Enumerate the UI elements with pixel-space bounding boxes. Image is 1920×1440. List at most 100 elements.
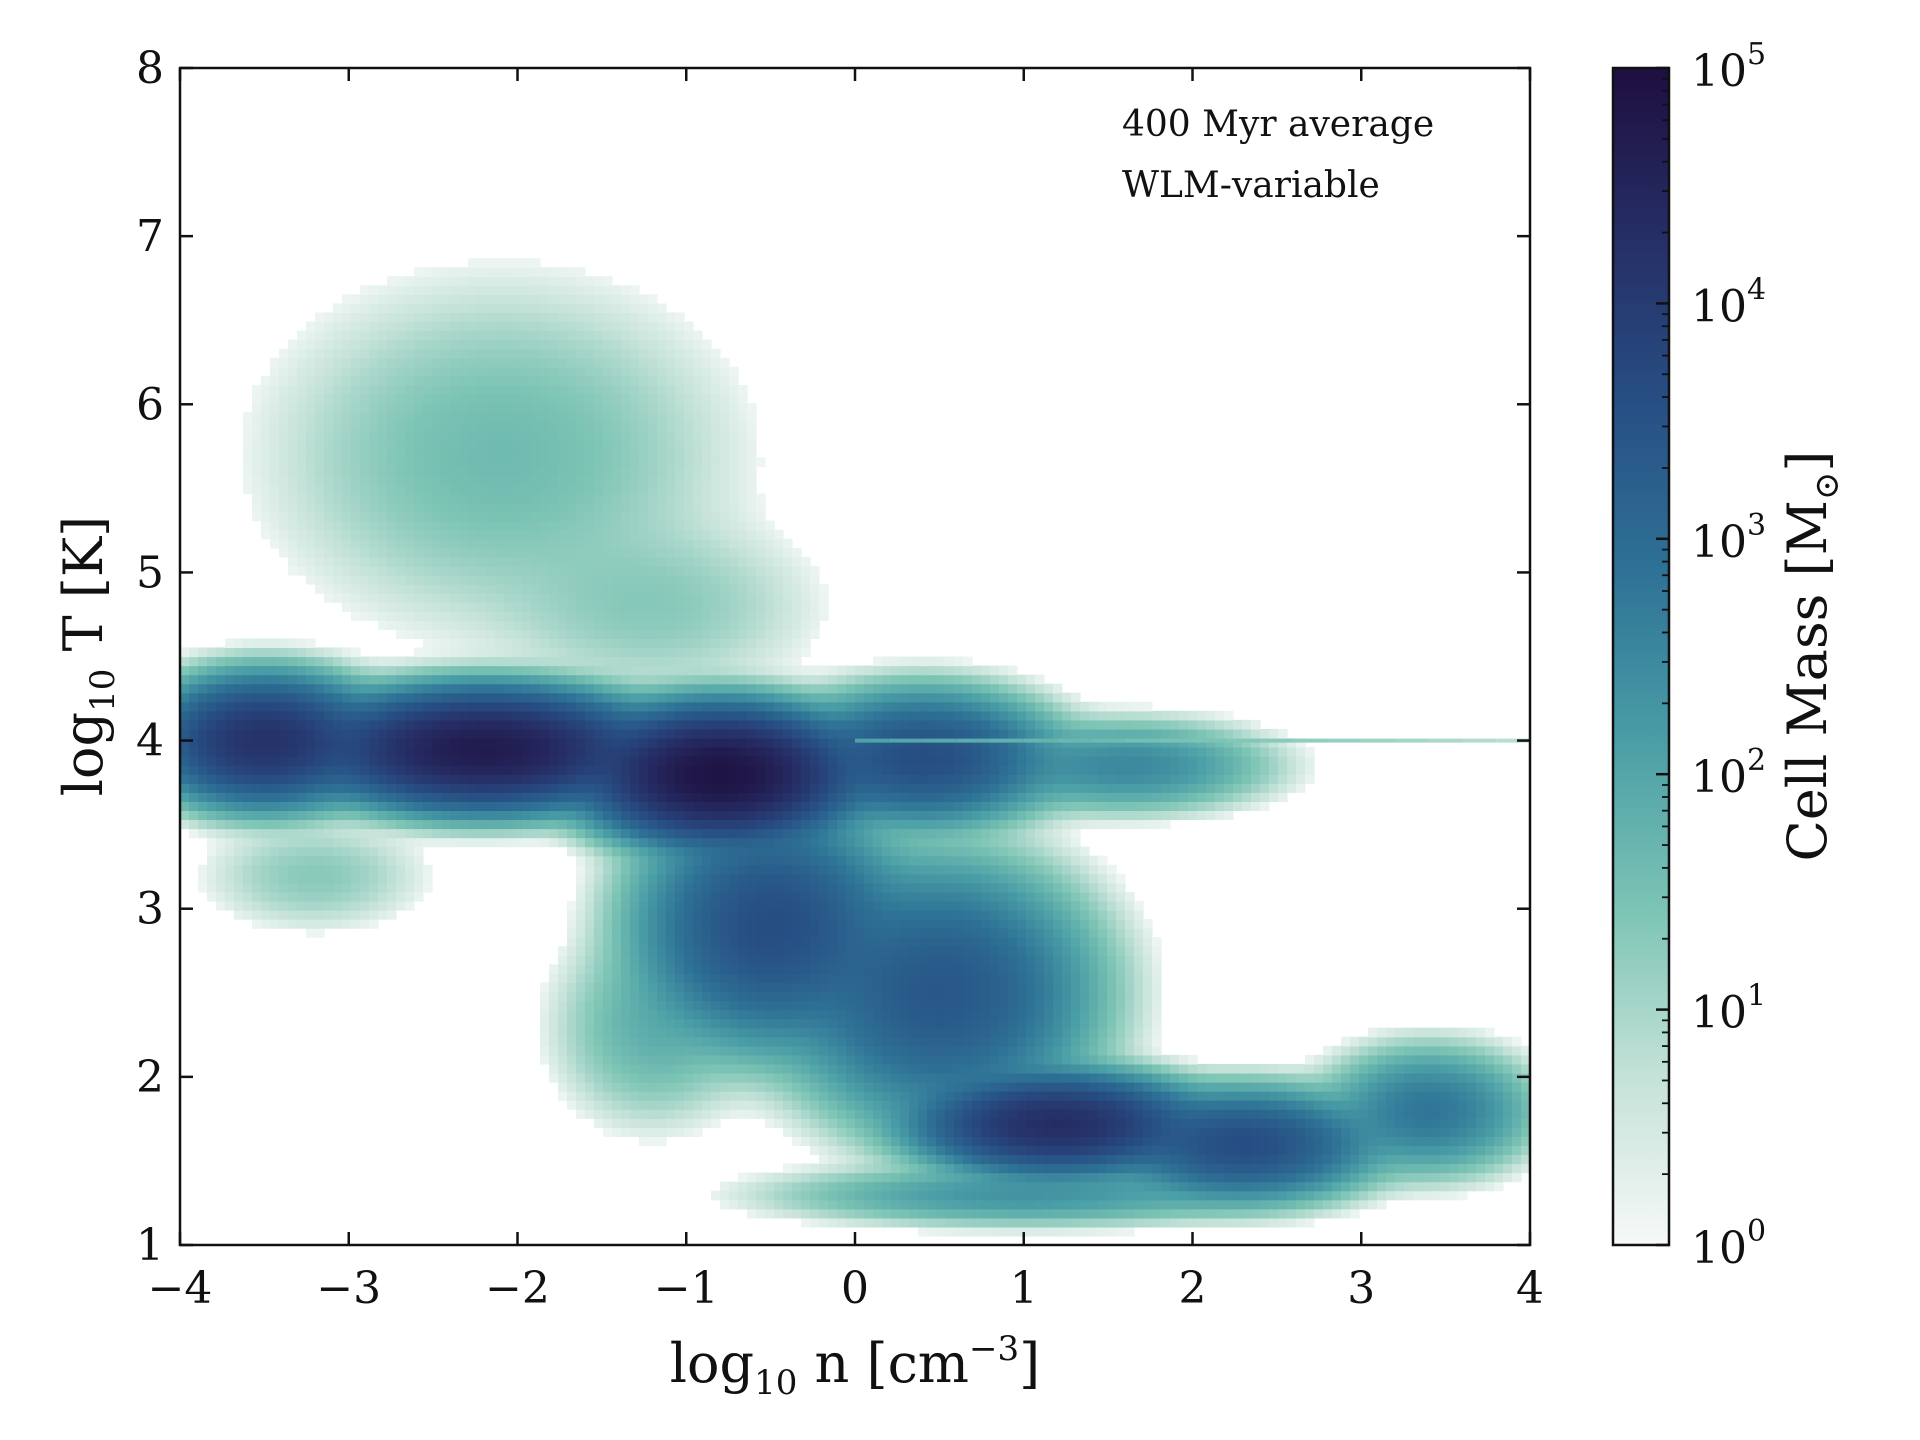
heatmap-cell	[1134, 910, 1144, 920]
heatmap-cell	[1377, 1091, 1387, 1101]
heatmap-cell	[1449, 1181, 1459, 1192]
heatmap-cell	[1413, 1082, 1423, 1092]
heatmap-cell	[612, 810, 622, 821]
heatmap-cell	[603, 991, 613, 1002]
heatmap-cell	[1377, 1072, 1387, 1083]
heatmap-cell	[1080, 928, 1090, 938]
heatmap-cell	[558, 737, 568, 748]
heatmap-cell	[936, 1136, 946, 1146]
heatmap-cell	[1224, 792, 1234, 802]
heatmap-cell	[864, 1217, 874, 1228]
heatmap-cell	[1467, 1154, 1477, 1165]
heatmap-cell	[927, 864, 937, 875]
heatmap-cell	[1062, 792, 1072, 802]
heatmap-cell	[828, 1127, 838, 1137]
heatmap-cell	[1332, 1199, 1342, 1210]
heatmap-cell	[387, 855, 397, 866]
heatmap-cell	[558, 1036, 568, 1047]
heatmap-cell	[261, 792, 271, 802]
heatmap-cell	[963, 882, 973, 893]
heatmap-cell	[630, 810, 640, 821]
heatmap-cell	[684, 783, 694, 793]
heatmap-cell	[306, 891, 316, 902]
heatmap-cell	[1080, 783, 1090, 793]
heatmap-cell	[387, 900, 397, 911]
heatmap-cell	[639, 819, 649, 830]
heatmap-cell	[1098, 1208, 1108, 1219]
heatmap-cell	[585, 991, 595, 1002]
heatmap-cell	[585, 774, 595, 784]
heatmap-cell	[927, 792, 937, 802]
heatmap-cell	[1062, 864, 1072, 875]
heatmap-cell	[954, 864, 964, 875]
heatmap-cell	[1422, 1036, 1432, 1047]
heatmap-cell	[1269, 1172, 1279, 1183]
heatmap-cell	[990, 1118, 1000, 1128]
heatmap-cell	[657, 1000, 667, 1011]
heatmap-cell	[774, 973, 784, 984]
heatmap-cell	[1062, 1036, 1072, 1047]
heatmap-cell	[675, 828, 685, 839]
heatmap-cell	[243, 737, 253, 748]
heatmap-cell	[396, 864, 406, 875]
heatmap-cell	[1098, 747, 1108, 757]
heatmap-cell	[882, 846, 892, 857]
heatmap-cell	[1035, 1226, 1045, 1237]
heatmap-cell	[1026, 1226, 1036, 1237]
heatmap-cell	[576, 882, 586, 893]
heatmap-cell	[1467, 1118, 1477, 1128]
heatmap-cell	[540, 747, 550, 757]
heatmap-cell	[369, 846, 379, 857]
heatmap-cell	[828, 1181, 838, 1192]
heatmap-cell	[1521, 1136, 1530, 1146]
heatmap-cell	[324, 783, 334, 793]
heatmap-cell	[1251, 1091, 1261, 1101]
heatmap-cell	[1098, 919, 1108, 929]
heatmap-cell	[666, 891, 676, 902]
heatmap-cell	[1422, 1091, 1432, 1101]
heatmap-cell	[855, 864, 865, 875]
heatmap-cell	[1107, 783, 1117, 793]
heatmap-cell	[1350, 1109, 1360, 1119]
heatmap-cell	[1008, 1163, 1018, 1174]
heatmap-cell	[1062, 928, 1072, 938]
heatmap-cell	[927, 819, 937, 830]
heatmap-cell	[828, 937, 838, 947]
heatmap-cell	[648, 855, 658, 866]
heatmap-cell	[837, 919, 847, 929]
heatmap-cell	[1116, 873, 1126, 884]
heatmap-cell	[666, 928, 676, 938]
heatmap-cell	[693, 1091, 703, 1101]
heatmap-cell	[846, 1100, 856, 1110]
heatmap-cell	[765, 882, 775, 893]
heatmap-cell	[594, 1118, 604, 1128]
heatmap-cell	[279, 774, 289, 784]
heatmap-cell	[1008, 855, 1018, 866]
heatmap-cell	[1296, 1100, 1306, 1110]
heatmap-cell	[738, 910, 748, 920]
heatmap-cell	[927, 1054, 937, 1065]
heatmap-cell	[585, 810, 595, 821]
heatmap-cell	[891, 774, 901, 784]
heatmap-cell	[279, 756, 289, 766]
heatmap-cell	[1044, 1027, 1054, 1038]
heatmap-cell	[990, 737, 1000, 748]
heatmap-cell	[1044, 1109, 1054, 1119]
heatmap-cell	[333, 919, 343, 929]
heatmap-cell	[909, 1100, 919, 1110]
heatmap-cell	[378, 837, 388, 848]
heatmap-cell	[612, 801, 622, 812]
heatmap-cell	[1062, 1082, 1072, 1092]
heatmap-cell	[495, 728, 505, 739]
heatmap-cell	[225, 810, 235, 821]
heatmap-cell	[567, 900, 577, 911]
heatmap-cell	[1260, 1072, 1270, 1083]
heatmap-cell	[837, 1100, 847, 1110]
heatmap-cell	[1251, 1199, 1261, 1210]
heatmap-cell	[1098, 1054, 1108, 1065]
heatmap-cell	[1215, 1208, 1225, 1219]
heatmap-cell	[639, 1136, 649, 1146]
heatmap-cell	[594, 882, 604, 893]
heatmap-cell	[1458, 1163, 1468, 1174]
heatmap-cell	[810, 964, 820, 974]
